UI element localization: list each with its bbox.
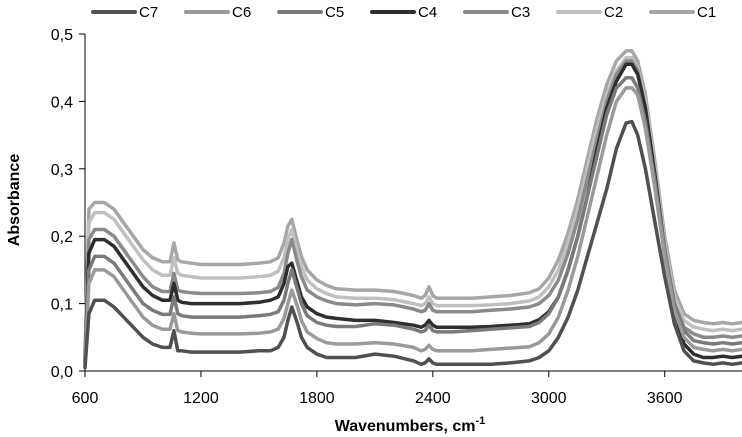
plot-area	[83, 34, 742, 372]
series-lines	[83, 49, 742, 370]
x-tick-label: 600	[72, 390, 99, 407]
y-tick-label: 0,0	[51, 364, 73, 381]
x-axis-title-superscript: -1	[476, 415, 486, 427]
x-tick-label: 1800	[299, 390, 335, 407]
legend-label-c3: C3	[511, 4, 530, 21]
y-axis-title: Absorbance	[6, 154, 23, 247]
x-axis-title-text: Wavenumbers, cm	[335, 418, 476, 435]
legend-label-c4: C4	[418, 4, 437, 21]
y-tick-label: 0,4	[51, 94, 73, 111]
y-tick-label: 0,1	[51, 297, 73, 314]
series-line-c1	[83, 49, 742, 360]
x-axis-ticks: 600 1200 1800 2400 3000 3600	[72, 371, 683, 407]
x-tick-label: 3600	[647, 390, 683, 407]
legend-label-c2: C2	[604, 4, 623, 21]
x-tick-label: 2400	[415, 390, 451, 407]
y-axis-ticks: 0,0 0,1 0,2 0,3 0,4 0,5	[51, 27, 85, 381]
legend-label-c1: C1	[697, 4, 716, 21]
y-tick-label: 0,3	[51, 162, 73, 179]
x-tick-label: 1200	[183, 390, 219, 407]
series-line-c7	[83, 119, 742, 370]
legend-label-c7: C7	[139, 4, 158, 21]
series-line-c6	[83, 86, 742, 367]
y-tick-label: 0,5	[51, 27, 73, 44]
y-tick-label: 0,2	[51, 229, 73, 246]
x-axis-title: Wavenumbers, cm-1	[335, 415, 486, 435]
legend: C7 C6 C5 C4 C3 C2 C1	[91, 4, 716, 21]
series-line-c4	[83, 62, 742, 363]
series-line-c5	[83, 76, 742, 365]
legend-label-c5: C5	[325, 4, 344, 21]
legend-label-c6: C6	[232, 4, 251, 21]
x-tick-label: 3000	[531, 390, 567, 407]
